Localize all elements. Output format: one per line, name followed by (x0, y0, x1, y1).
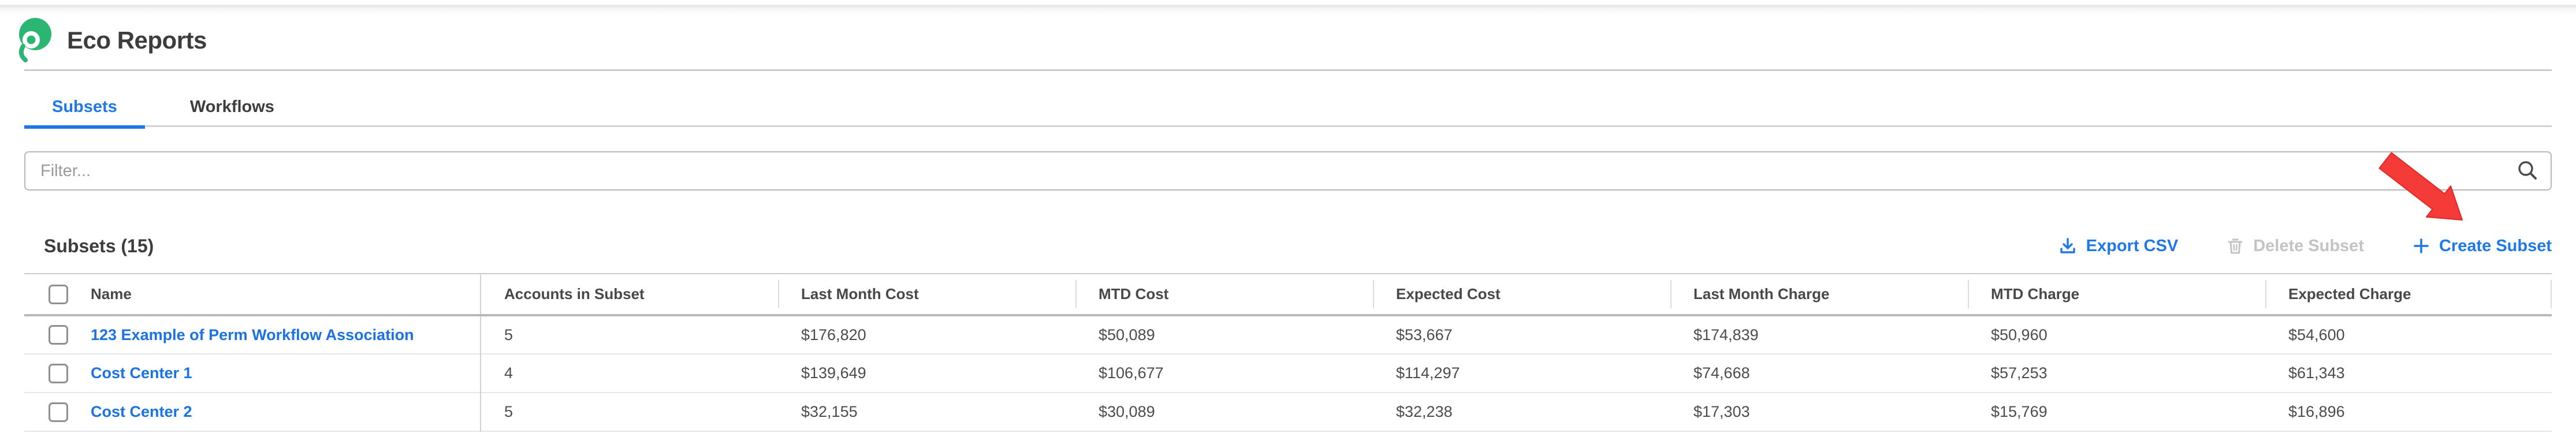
cell-accounts-in-subset: 5 (480, 315, 778, 354)
table-header-row: Name Accounts in Subset Last Month Cost MTD… (24, 274, 2552, 315)
cell-last-month-cost: $139,649 (801, 364, 866, 382)
cell-accounts-in-subset: 5 (480, 393, 778, 431)
cell-expected-charge: $61,343 (2288, 364, 2345, 382)
header-checkbox-cell (24, 274, 91, 315)
subsets-table-body: 123 Example of Perm Workflow Association… (24, 315, 2552, 431)
row-checkbox[interactable] (49, 402, 68, 422)
top-shadow-strip (0, 5, 2576, 16)
delete-subset-label: Delete Subset (2253, 236, 2364, 255)
cell-mtd-charge: $57,253 (1991, 364, 2048, 382)
tab-bar: Subsets Workflows (24, 87, 2552, 129)
delete-subset-button[interactable]: Delete Subset (2227, 237, 2364, 256)
column-header-accounts-in-subset: Accounts in Subset (480, 274, 778, 315)
cell-mtd-cost: $106,677 (1099, 364, 1164, 382)
create-subset-label: Create Subset (2439, 236, 2552, 255)
download-icon (2060, 238, 2075, 253)
column-header-mtd-charge: MTD Charge (1968, 274, 2265, 315)
annotation-arrow (2378, 152, 2463, 221)
page-title: Eco Reports (67, 27, 207, 54)
column-header-mtd-cost: MTD Cost (1075, 274, 1373, 315)
select-all-checkbox[interactable] (49, 284, 68, 304)
cell-last-month-charge: $174,839 (1693, 326, 1759, 344)
export-csv-label: Export CSV (2086, 236, 2179, 255)
cell-last-month-charge: $17,303 (1693, 403, 1750, 420)
row-checkbox[interactable] (49, 325, 68, 345)
cell-expected-cost: $114,297 (1396, 364, 1460, 382)
cell-last-month-charge: $74,668 (1693, 364, 1750, 382)
subset-name-link[interactable]: 123 Example of Perm Workflow Association (91, 326, 414, 344)
eco-logo-icon (18, 18, 51, 62)
tab-subsets[interactable]: Subsets (24, 87, 145, 129)
cell-expected-charge: $54,600 (2288, 326, 2345, 344)
column-header-expected-cost: Expected Cost (1373, 274, 1670, 315)
column-header-expected-charge: Expected Charge (2265, 274, 2552, 315)
create-subset-button[interactable]: Create Subset (2413, 237, 2552, 256)
cell-mtd-charge: $50,960 (1991, 326, 2048, 344)
plus-icon (2414, 238, 2429, 253)
cell-last-month-cost: $176,820 (801, 326, 866, 344)
header-divider (24, 69, 2552, 71)
cell-expected-charge: $16,896 (2288, 403, 2345, 420)
subset-name-link[interactable]: Cost Center 2 (91, 403, 192, 420)
search-icon (2518, 161, 2537, 180)
app-header: Eco Reports (16, 17, 207, 64)
subset-name-link[interactable]: Cost Center 1 (91, 364, 192, 382)
cell-expected-cost: $32,238 (1396, 403, 1453, 420)
toolbar: Subsets (15) Export CSV Delete Sub (24, 229, 2552, 263)
trash-icon (2228, 238, 2243, 254)
export-csv-button[interactable]: Export CSV (2058, 236, 2179, 256)
subsets-count-heading: Subsets (15) (44, 235, 154, 256)
cell-mtd-cost: $30,089 (1099, 403, 1155, 420)
filter-bar (24, 151, 2552, 191)
cell-last-month-cost: $32,155 (801, 403, 858, 420)
cell-accounts-in-subset: 4 (480, 354, 778, 393)
cell-mtd-cost: $50,089 (1099, 326, 1155, 344)
row-checkbox[interactable] (49, 363, 68, 383)
cell-expected-cost: $53,667 (1396, 326, 1453, 344)
toolbar-actions: Export CSV Delete Subset Create Subset (2058, 237, 2552, 256)
column-header-last-month-cost: Last Month Cost (778, 274, 1075, 315)
cell-mtd-charge: $15,769 (1991, 403, 2048, 420)
column-header-last-month-charge: Last Month Charge (1670, 274, 1968, 315)
table-row: Cost Center 2 5 $32,155 $30,089 $32,238 … (24, 393, 2552, 431)
table-row: Cost Center 1 4 $139,649 $106,677 $114,2… (24, 354, 2552, 393)
filter-input[interactable] (24, 151, 2552, 191)
table-header: Name Accounts in Subset Last Month Cost MTD… (24, 274, 2552, 315)
subsets-table: Name Accounts in Subset Last Month Cost MTD… (24, 273, 2552, 432)
table-row: 123 Example of Perm Workflow Association… (24, 315, 2552, 354)
tab-workflows[interactable]: Workflows (162, 87, 302, 127)
column-header-name: Name (91, 285, 132, 303)
